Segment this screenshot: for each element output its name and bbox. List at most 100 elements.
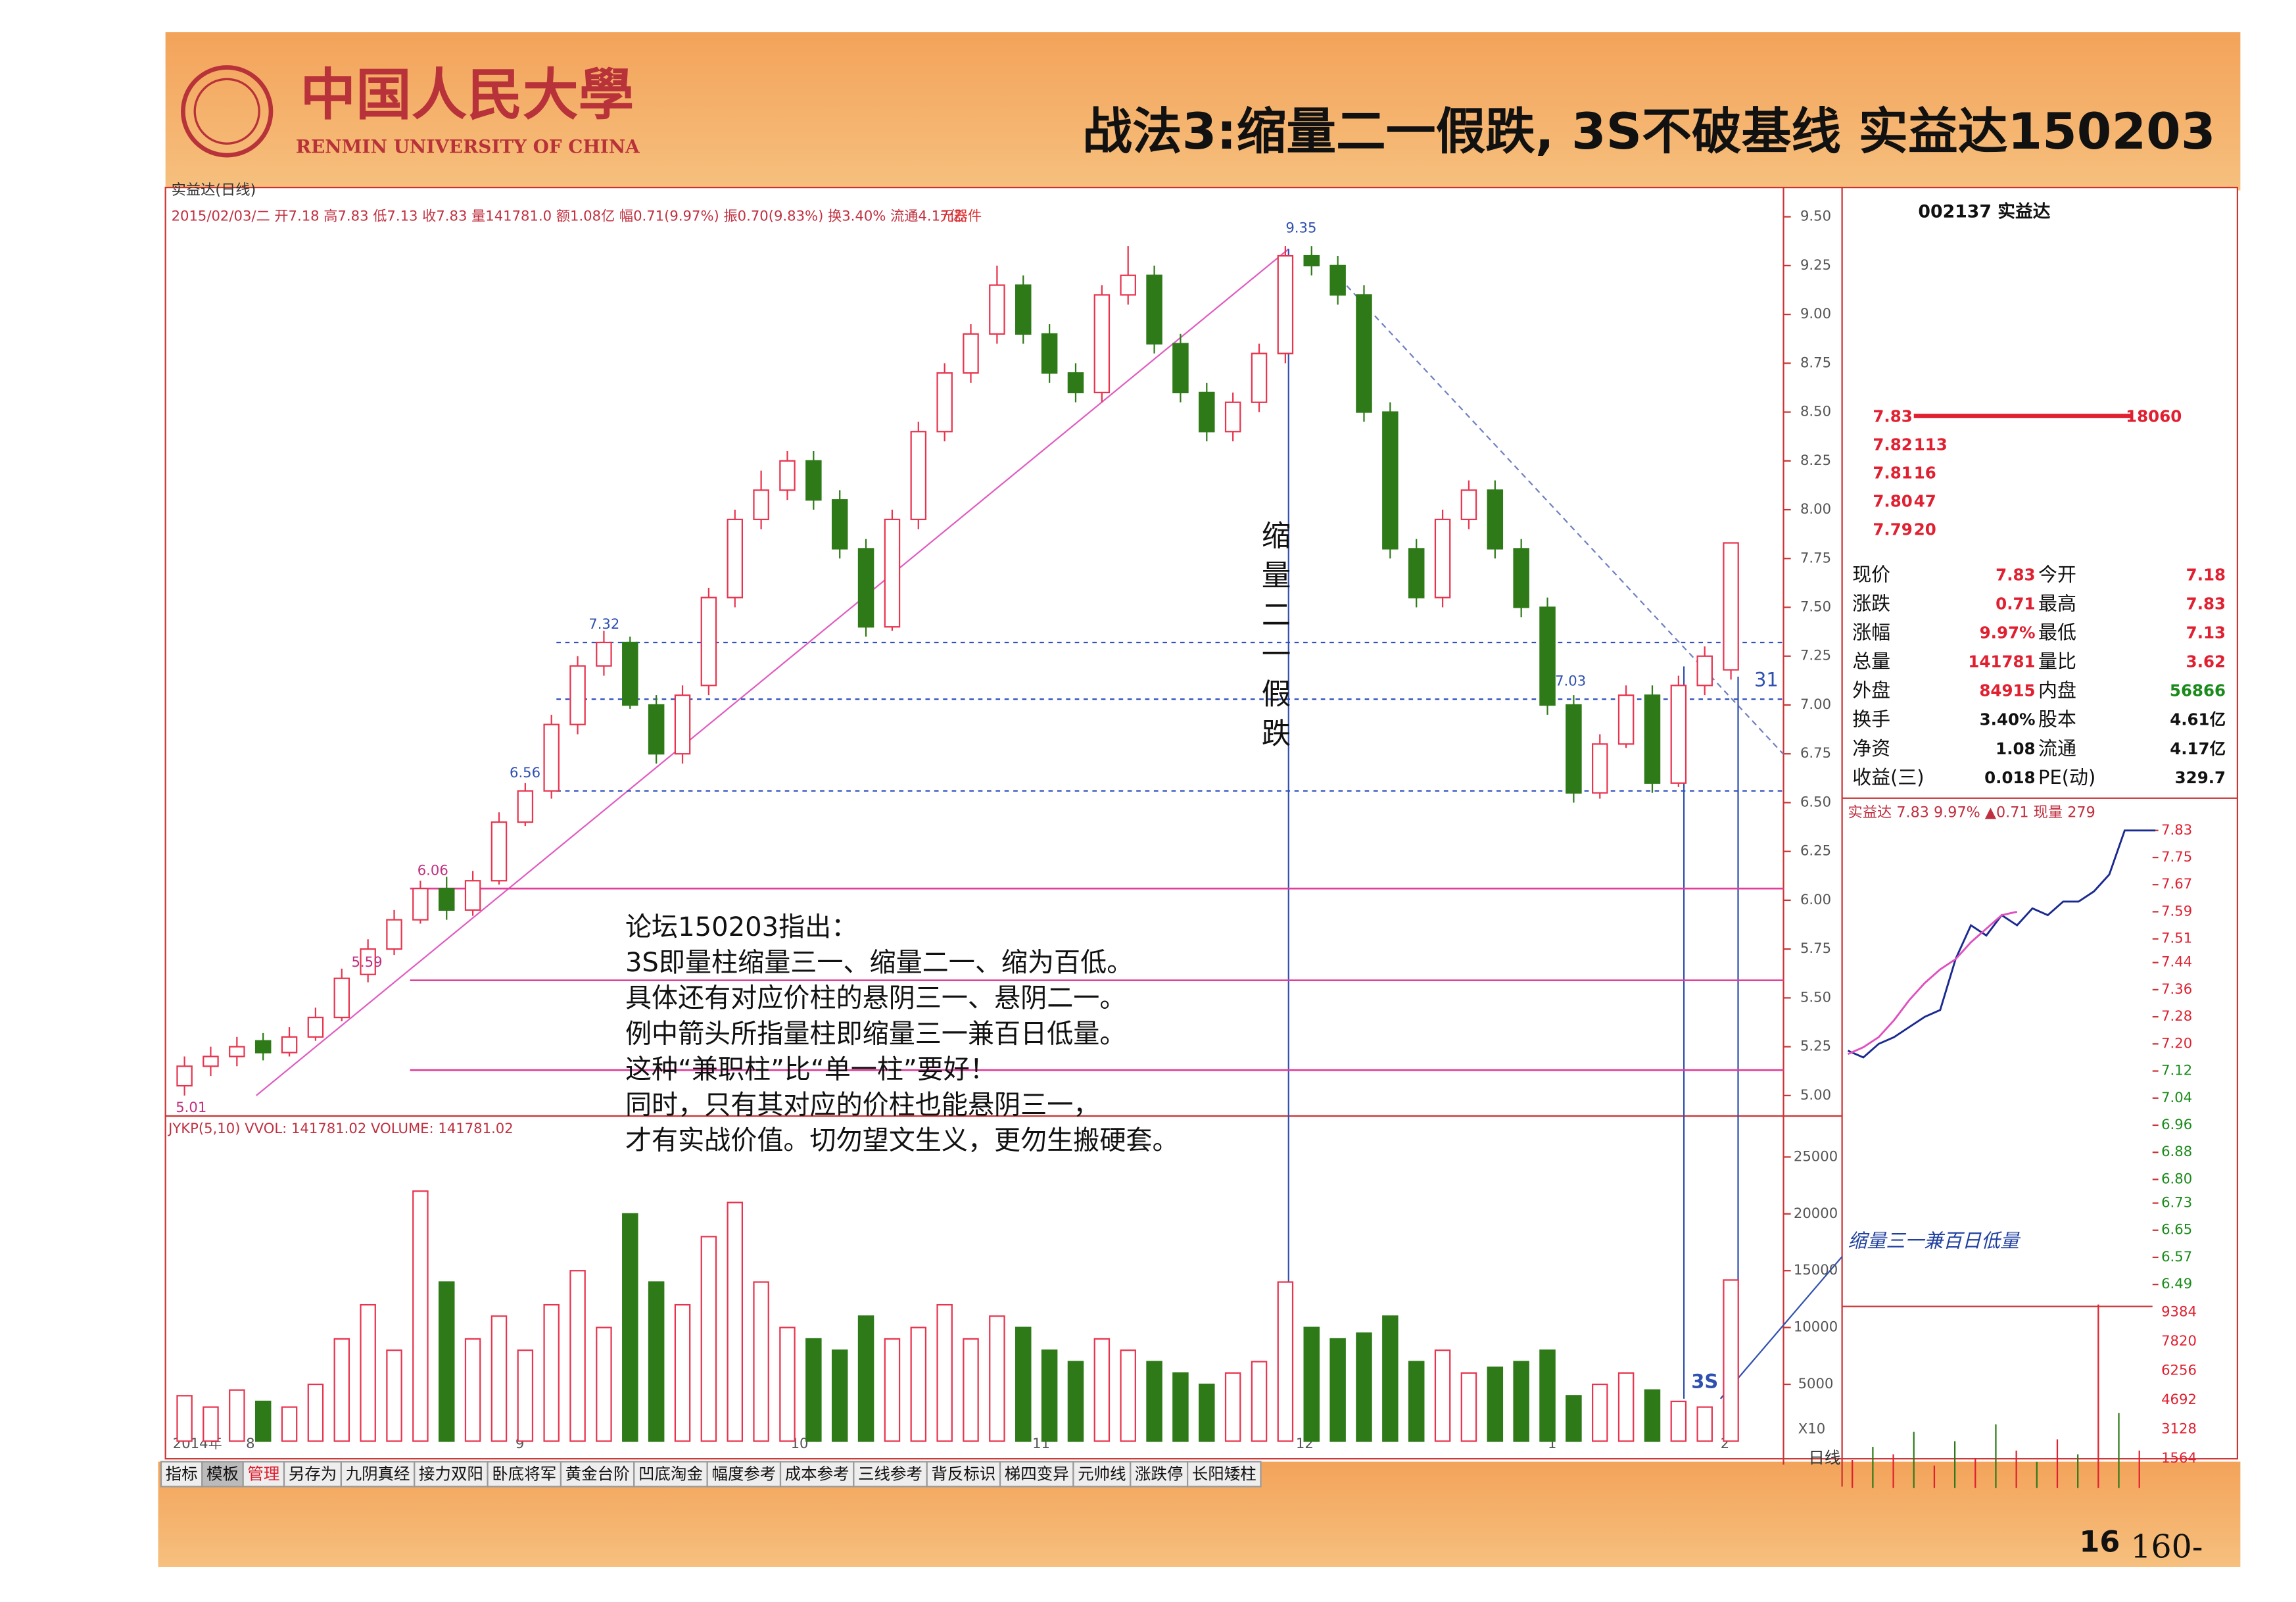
volume-bar	[1067, 1361, 1084, 1442]
volume-bar	[648, 1281, 665, 1442]
quote-value: 4.17亿	[2170, 739, 2226, 758]
volume-bar	[386, 1349, 402, 1442]
toolbar-tab[interactable]	[1130, 1461, 1189, 1488]
price-label: 5.01	[176, 1099, 206, 1115]
y-tick-label: 7.50	[1800, 598, 1831, 615]
volume-tick-label: 20000	[1794, 1205, 1838, 1221]
quote-value: 7.18	[2186, 565, 2226, 584]
volume-bar	[727, 1202, 744, 1442]
logo-seal	[181, 65, 274, 158]
mini-title: 实益达 7.83 9.97% ▲0.71 现量 279	[1848, 804, 2095, 821]
quote-value: 0.71	[1996, 594, 2035, 613]
mini-volume-tick: 3128	[2161, 1420, 2197, 1437]
toolbar-tab[interactable]	[487, 1461, 562, 1488]
y-tick-label: 6.75	[1800, 744, 1831, 761]
candle-body	[989, 284, 1005, 335]
candle-body	[360, 948, 376, 975]
toolbar-tab[interactable]	[1072, 1461, 1132, 1488]
quote-value: 141781	[1968, 652, 2035, 671]
price-label: 6.56	[510, 764, 540, 781]
candle-body	[176, 1065, 193, 1087]
candle-body	[700, 596, 717, 687]
volume-bar	[490, 1315, 508, 1442]
quote-value: 329.7	[2175, 768, 2226, 787]
toolbar-label: 长阳矮柱	[1192, 1465, 1256, 1484]
toolbar-tab[interactable]	[926, 1461, 1001, 1488]
toolbar-label: 模板	[206, 1465, 239, 1484]
y-tick-label: 7.25	[1800, 647, 1831, 664]
volume-bar	[596, 1326, 612, 1442]
toolbar-tab[interactable]	[1187, 1461, 1262, 1488]
y-tick-label: 5.00	[1800, 1086, 1831, 1103]
price-label: 7.32	[588, 616, 619, 632]
candle-body	[203, 1056, 219, 1067]
volume-bar	[281, 1406, 298, 1442]
volume-unit: X10	[1798, 1420, 1825, 1437]
volume-bar	[1539, 1349, 1556, 1442]
volume-bar	[779, 1326, 796, 1442]
quote-label: PE(动)	[2038, 766, 2095, 789]
toolbar-tab[interactable]	[242, 1461, 285, 1488]
candle-body	[936, 372, 953, 433]
candle-body	[543, 723, 560, 792]
quote-value: 3.62	[2186, 652, 2226, 671]
volume-bar	[1617, 1372, 1635, 1442]
candle-body	[674, 694, 691, 755]
y-tick-label: 6.00	[1800, 891, 1831, 908]
volume-bar	[831, 1349, 848, 1442]
toolbar-label: 元帅线	[1078, 1465, 1126, 1484]
quote-value: 7.83	[2186, 594, 2226, 613]
toolbar-tab[interactable]	[201, 1461, 244, 1488]
mini-tick-label: 7.12	[2161, 1062, 2192, 1079]
quote-value: 7.13	[2186, 623, 2226, 642]
arrow-line	[1719, 1256, 1843, 1399]
y-tick-label: 9.50	[1800, 208, 1831, 224]
candle-body	[1460, 489, 1477, 521]
candle-body	[910, 431, 927, 521]
candle-body	[1041, 333, 1058, 374]
marker-label: 31	[1754, 669, 1779, 691]
candle-body	[1224, 401, 1241, 433]
quote-label: 收益(三)	[1852, 766, 1924, 789]
mini-tick-label: 6.80	[2161, 1170, 2192, 1186]
volume-bar	[857, 1315, 874, 1442]
quote-label: 内盘	[2038, 679, 2076, 702]
candle-body	[1303, 255, 1320, 266]
candle-body	[779, 460, 796, 491]
quote-label: 涨幅	[1852, 621, 1890, 643]
toolbar-tab[interactable]	[414, 1461, 489, 1488]
volume-bar	[1566, 1395, 1582, 1442]
quote-label: 股本	[2038, 708, 2076, 731]
toolbar-label: 三线参考	[858, 1465, 922, 1484]
book-volume: 18060	[2126, 407, 2182, 426]
volume-bar	[1329, 1338, 1346, 1442]
toolbar-label: 梯四变异	[1005, 1465, 1069, 1484]
volume-bar	[1277, 1281, 1294, 1442]
toolbar-label: 背反标识	[931, 1465, 995, 1484]
toolbar-tab[interactable]	[160, 1461, 203, 1488]
vertical-note: 缩量二一假跌	[1256, 520, 1291, 758]
volume-bar	[936, 1303, 953, 1442]
book-price: 7.80	[1873, 492, 1912, 511]
toolbar-tab[interactable]	[633, 1461, 708, 1488]
candle-body	[386, 919, 402, 950]
volume-bar	[1199, 1383, 1215, 1442]
candle-body	[1093, 294, 1111, 393]
mini-tick-label: 7.83	[2161, 821, 2192, 838]
stock-code: 002137 实益达	[1918, 201, 2050, 222]
mini-tick-label: 7.75	[2161, 848, 2192, 865]
candle-body	[1408, 548, 1425, 598]
toolbar-tab[interactable]	[779, 1461, 855, 1488]
quote-value: 3.40%	[1980, 710, 2036, 729]
candle-body	[333, 977, 350, 1019]
logo-text: 中国人民大學	[300, 62, 634, 127]
quote-label: 最高	[2038, 592, 2076, 614]
note-line: 这种“兼职柱”比“单一柱”要好！	[625, 1054, 996, 1084]
volume-bar	[1041, 1349, 1058, 1442]
volume-bar	[569, 1270, 586, 1442]
volume-bar	[333, 1338, 350, 1442]
candle-body	[464, 880, 481, 911]
toolbar-label: 幅度参考	[711, 1465, 776, 1484]
